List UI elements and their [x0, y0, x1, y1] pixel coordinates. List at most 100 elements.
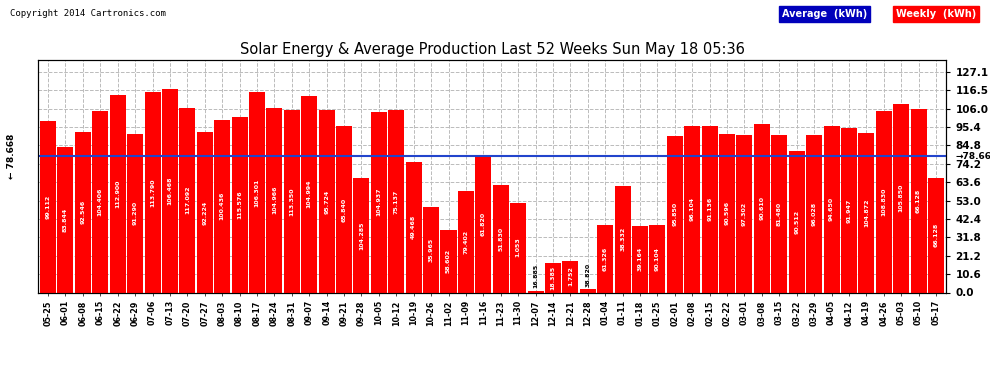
Text: 38.332: 38.332: [620, 227, 625, 251]
Bar: [702, 126, 718, 292]
Bar: [580, 290, 596, 292]
Bar: [110, 95, 126, 292]
Text: 105.850: 105.850: [899, 184, 904, 212]
Bar: [353, 178, 369, 292]
Title: Solar Energy & Average Production Last 52 Weeks Sun May 18 05:36: Solar Energy & Average Production Last 5…: [240, 42, 744, 57]
Text: 104.966: 104.966: [272, 186, 277, 214]
Text: 39.164: 39.164: [638, 247, 643, 272]
Bar: [562, 261, 578, 292]
Text: 92.546: 92.546: [80, 200, 85, 225]
Text: 99.112: 99.112: [46, 194, 50, 219]
Text: 49.468: 49.468: [411, 215, 416, 240]
Bar: [737, 135, 752, 292]
Text: 35.965: 35.965: [429, 237, 434, 262]
Text: 113.790: 113.790: [150, 178, 155, 207]
Text: 1.752: 1.752: [568, 267, 573, 286]
Bar: [232, 117, 248, 292]
Text: 83.844: 83.844: [63, 208, 68, 232]
Bar: [789, 151, 805, 292]
Bar: [162, 89, 178, 292]
Bar: [40, 120, 56, 292]
Bar: [911, 109, 927, 292]
Text: 104.285: 104.285: [359, 221, 364, 250]
Bar: [145, 92, 160, 292]
Text: 96.028: 96.028: [812, 202, 817, 226]
Bar: [632, 226, 648, 292]
Text: 75.137: 75.137: [394, 189, 399, 214]
Bar: [475, 155, 491, 292]
Bar: [197, 132, 213, 292]
Text: 90.512: 90.512: [794, 210, 799, 234]
Text: 66.128: 66.128: [934, 223, 939, 247]
Text: 81.480: 81.480: [777, 202, 782, 226]
Bar: [423, 207, 440, 292]
Bar: [284, 110, 300, 292]
Text: →78.668: →78.668: [955, 152, 990, 160]
Bar: [510, 202, 526, 292]
Text: 96.104: 96.104: [690, 197, 695, 221]
Bar: [319, 110, 335, 292]
Text: Weekly  (kWh): Weekly (kWh): [896, 9, 976, 20]
Text: 112.900: 112.900: [115, 180, 120, 208]
Text: 91.947: 91.947: [846, 198, 851, 222]
Text: 79.402: 79.402: [463, 230, 468, 254]
Bar: [75, 132, 91, 292]
Bar: [301, 96, 317, 292]
Text: 106.301: 106.301: [254, 178, 259, 207]
Text: 61.326: 61.326: [603, 247, 608, 271]
Bar: [753, 124, 770, 292]
Bar: [667, 136, 683, 292]
Text: 104.872: 104.872: [864, 198, 869, 227]
Text: 104.406: 104.406: [98, 188, 103, 216]
Text: 90.610: 90.610: [759, 196, 764, 220]
Text: 92.224: 92.224: [202, 200, 207, 225]
Bar: [893, 104, 909, 292]
Text: 90.596: 90.596: [725, 201, 730, 225]
Text: 61.820: 61.820: [481, 211, 486, 236]
Text: 104.994: 104.994: [307, 180, 312, 209]
Text: 18.385: 18.385: [550, 266, 555, 290]
Bar: [544, 263, 561, 292]
Bar: [336, 126, 352, 292]
Bar: [876, 111, 892, 292]
Bar: [719, 134, 736, 292]
Bar: [684, 126, 700, 292]
Bar: [928, 178, 944, 292]
Bar: [493, 185, 509, 292]
Text: 66.128: 66.128: [916, 189, 921, 213]
Bar: [406, 162, 422, 292]
Bar: [841, 128, 857, 292]
Text: 95.850: 95.850: [672, 202, 677, 226]
Bar: [92, 111, 108, 292]
Bar: [858, 133, 874, 292]
Text: 106.468: 106.468: [167, 177, 172, 205]
Text: 38.820: 38.820: [585, 263, 590, 287]
Bar: [388, 110, 404, 292]
Bar: [771, 135, 787, 292]
Bar: [615, 186, 631, 292]
Text: 104.937: 104.937: [376, 188, 381, 216]
Text: Copyright 2014 Cartronics.com: Copyright 2014 Cartronics.com: [10, 9, 165, 18]
Bar: [127, 134, 144, 292]
Text: Average  (kWh): Average (kWh): [782, 9, 867, 20]
Text: 91.136: 91.136: [707, 197, 712, 221]
Text: 95.724: 95.724: [324, 189, 329, 213]
Bar: [824, 126, 840, 292]
Bar: [806, 135, 822, 292]
Bar: [528, 291, 544, 292]
Bar: [248, 93, 265, 292]
Text: 97.302: 97.302: [742, 202, 747, 226]
Text: ← 78.668: ← 78.668: [7, 134, 17, 179]
Text: 108.830: 108.830: [881, 188, 886, 216]
Bar: [266, 108, 282, 292]
Text: 1.053: 1.053: [516, 238, 521, 257]
Text: 90.104: 90.104: [655, 246, 660, 270]
Text: 65.840: 65.840: [342, 197, 346, 222]
Bar: [597, 225, 613, 292]
Bar: [214, 120, 231, 292]
Bar: [458, 191, 474, 292]
Text: 115.576: 115.576: [237, 190, 243, 219]
Bar: [179, 108, 195, 292]
Text: 16.885: 16.885: [533, 264, 538, 288]
Text: 117.092: 117.092: [185, 186, 190, 214]
